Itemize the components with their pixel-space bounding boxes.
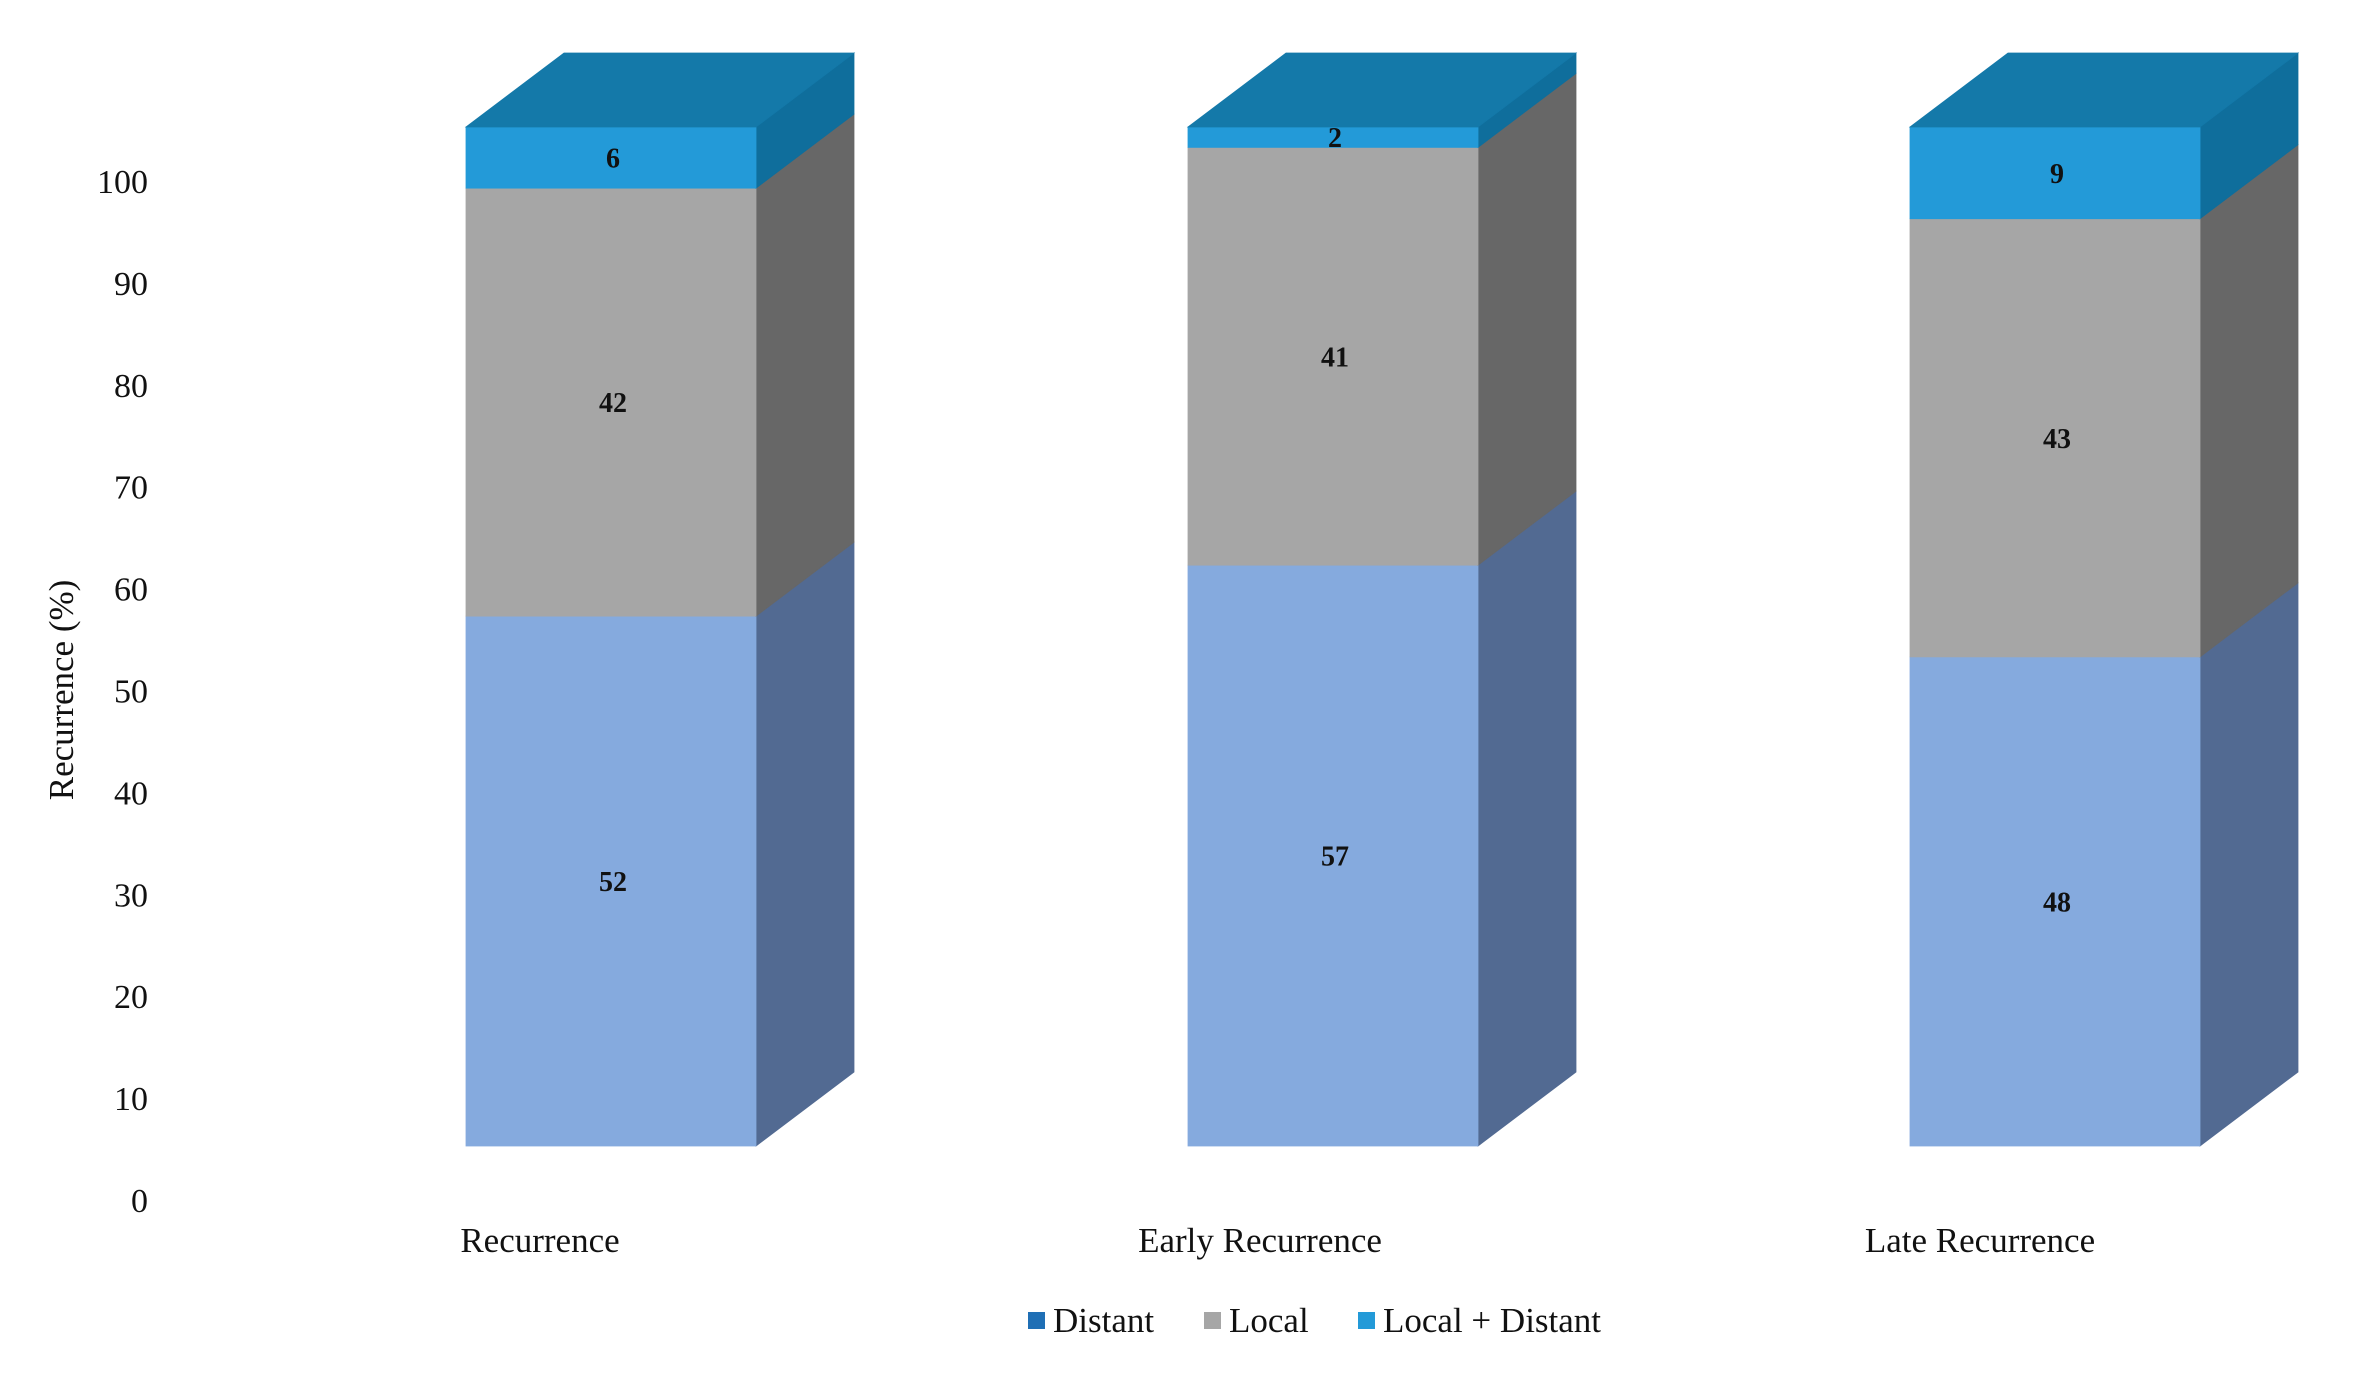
bar-top-early-recurrence (1186, 52, 1578, 128)
y-tick-label-90: 90 (114, 266, 148, 303)
legend-label-local-distant: Local + Distant (1383, 1301, 1601, 1340)
y-axis: 0 10 20 30 40 50 60 70 80 90 100 (97, 164, 148, 1220)
y-tick-label-60: 60 (114, 572, 148, 609)
y-tick-label-10: 10 (114, 1081, 148, 1118)
bar-stack-early-recurrence: 57 41 2 (1186, 52, 1578, 1147)
y-axis-label: Recurrence (%) (42, 580, 81, 801)
legend-label-distant: Distant (1053, 1301, 1154, 1340)
bar-segment-distant-recurrence (465, 615, 757, 1147)
y-tick-label-30: 30 (114, 877, 148, 914)
bar-side-distant-late-recurrence (2199, 582, 2299, 1147)
x-axis: Recurrence Early Recurrence Late Recurrenc… (460, 1221, 2095, 1260)
bar-segment-local-recurrence (465, 187, 757, 617)
legend-item-distant: Distant (1028, 1301, 1154, 1340)
y-tick-label-0: 0 (131, 1183, 148, 1220)
y-tick-label-100: 100 (97, 164, 148, 201)
legend-item-local: Local (1204, 1301, 1309, 1340)
bar-side-distant-recurrence (755, 541, 855, 1147)
y-tick-label-20: 20 (114, 979, 148, 1016)
bar-side-local-late-recurrence (2199, 143, 2299, 658)
x-category-label-late-recurrence: Late Recurrence (1865, 1221, 2095, 1260)
legend-swatch-local (1204, 1312, 1221, 1329)
legend-label-local: Local (1229, 1301, 1309, 1340)
bar-stack-recurrence: 52 42 6 (464, 52, 856, 1147)
bar-side-distant-early-recurrence (1477, 490, 1577, 1147)
data-label-local-distant-early-recurrence: 2 (1328, 123, 1342, 154)
data-label-distant-early-recurrence: 57 (1321, 842, 1349, 873)
y-tick-label-40: 40 (114, 775, 148, 812)
bar-segment-distant-early-recurrence (1187, 564, 1479, 1147)
data-label-local-recurrence: 42 (599, 388, 627, 419)
data-label-local-distant-recurrence: 6 (606, 144, 620, 175)
x-category-label-recurrence: Recurrence (460, 1221, 619, 1260)
data-label-distant-recurrence: 52 (599, 867, 627, 898)
legend-swatch-distant (1028, 1312, 1045, 1329)
legend-swatch-local-distant (1358, 1312, 1375, 1329)
y-tick-label-50: 50 (114, 674, 148, 711)
data-label-distant-late-recurrence: 48 (2043, 887, 2071, 918)
x-category-label-early-recurrence: Early Recurrence (1138, 1221, 1382, 1260)
data-label-local-early-recurrence: 41 (1321, 342, 1349, 373)
bar-top-recurrence (464, 52, 856, 128)
data-label-local-distant-late-recurrence: 9 (2050, 159, 2064, 190)
y-tick-label-80: 80 (114, 368, 148, 405)
legend-item-local-distant: Local + Distant (1358, 1301, 1601, 1340)
bar-top-late-recurrence (1908, 52, 2300, 128)
bar-stack-late-recurrence: 48 43 9 (1908, 52, 2300, 1147)
data-label-local-late-recurrence: 43 (2043, 424, 2071, 455)
bar-segment-local-late-recurrence (1909, 218, 2201, 658)
bar-side-local-recurrence (755, 113, 855, 617)
legend: Distant Local Local + Distant (1028, 1301, 1601, 1340)
bar-segment-local-distant-recurrence (465, 126, 757, 189)
bar-segment-local-distant-late-recurrence (1909, 126, 2201, 220)
bar-segment-local-early-recurrence (1187, 146, 1479, 566)
bar-side-local-early-recurrence (1477, 72, 1577, 566)
bars: 52 42 6 57 41 2 48 43 9 (464, 52, 2300, 1147)
y-tick-label-70: 70 (114, 470, 148, 507)
